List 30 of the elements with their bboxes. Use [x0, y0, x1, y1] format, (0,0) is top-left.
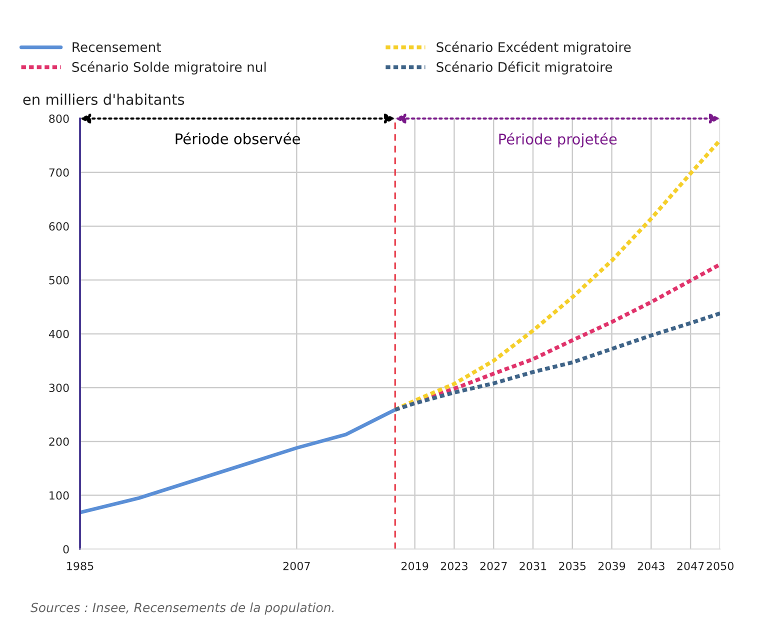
y-tick-label: 400: [48, 330, 69, 338]
line-series: [80, 408, 397, 514]
legend-label: Scénario Solde migratoire nul: [72, 61, 266, 75]
x-tick-label: 2031: [520, 562, 546, 570]
legend-label: Scénario Excédent migratoire: [436, 41, 631, 55]
source-note: Sources : Insee, Recensements de la population.: [30, 602, 334, 615]
y-tick-label: 200: [49, 437, 69, 446]
x-tick-label: 1985: [67, 562, 94, 570]
y-tick-label: 700: [49, 168, 69, 177]
y-tick-label: 600: [49, 222, 69, 231]
y-tick-label: 100: [50, 491, 69, 500]
x-tick-label: 2027: [480, 562, 507, 570]
y-tick-label: 0: [63, 545, 69, 554]
y-tick-label: 300: [49, 384, 69, 392]
x-tick-label: 2023: [440, 562, 468, 570]
legend-label: Recensement: [72, 42, 162, 52]
annotation: Période observée: [176, 132, 300, 144]
y-axis-title: en milliers d'habitants: [23, 94, 184, 105]
x-tick-label: 2047: [677, 562, 704, 570]
y-tick-label: 800: [49, 114, 69, 123]
x-tick-label: 2039: [598, 562, 626, 570]
x-tick-label: 2035: [559, 562, 586, 570]
x-tick-label: 2019: [401, 562, 428, 570]
x-tick-label: 2043: [638, 562, 664, 570]
annotation: Période projetée: [499, 132, 617, 148]
x-tick-label: 2050: [706, 562, 734, 570]
y-tick-label: 500: [49, 276, 69, 284]
legend-label: Scénario Déficit migratoire: [436, 61, 612, 75]
x-tick-label: 2007: [283, 562, 310, 570]
line-series: [393, 311, 720, 412]
